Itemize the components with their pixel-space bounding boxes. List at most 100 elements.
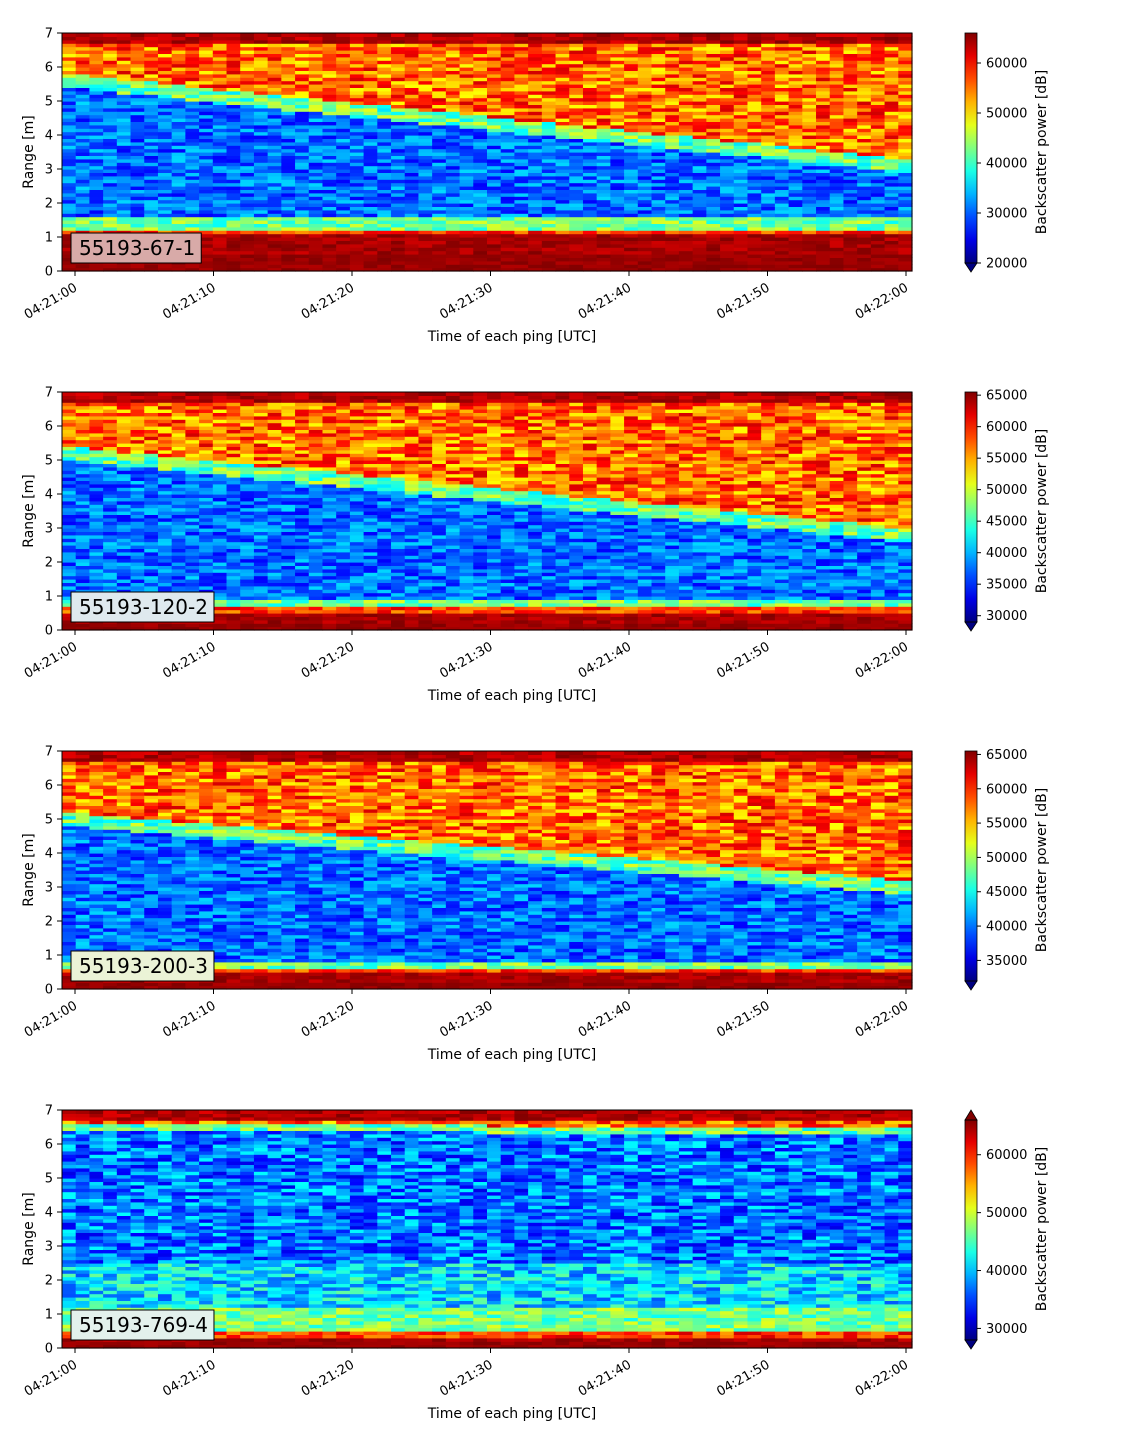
- heatmap-cell: [336, 233, 351, 238]
- heatmap-cell: [487, 46, 502, 51]
- heatmap-cell: [802, 36, 817, 41]
- heatmap-cell: [349, 33, 365, 37]
- heatmap-cell: [898, 158, 913, 163]
- heatmap-cell: [144, 466, 159, 471]
- heatmap-cell: [665, 43, 680, 48]
- heatmap-cell: [432, 39, 447, 44]
- heatmap-cell: [418, 182, 433, 187]
- heatmap-cell: [870, 226, 886, 231]
- heatmap-cell: [487, 141, 502, 146]
- heatmap-cell: [75, 463, 91, 468]
- heatmap-cell: [75, 483, 91, 488]
- heatmap-cell: [171, 39, 186, 44]
- heatmap-cell: [349, 247, 365, 252]
- heatmap-cell: [391, 80, 406, 85]
- heatmap-cell: [624, 107, 639, 112]
- heatmap-cell: [171, 94, 186, 99]
- heatmap-cell: [802, 169, 817, 173]
- heatmap-cell: [665, 165, 680, 170]
- heatmap-cell: [267, 53, 282, 58]
- heatmap-cell: [89, 50, 104, 54]
- heatmap-cell: [116, 107, 132, 112]
- heatmap-cell: [349, 155, 365, 160]
- heatmap-cell: [130, 53, 145, 58]
- heatmap-cell: [363, 121, 378, 126]
- heatmap-cell: [295, 209, 310, 214]
- heatmap-cell: [651, 237, 666, 241]
- heatmap-cell: [75, 206, 91, 211]
- heatmap-cell: [788, 80, 803, 85]
- heatmap-cell: [185, 196, 200, 201]
- heatmap-cell: [130, 500, 145, 505]
- heatmap-cell: [884, 90, 899, 95]
- heatmap-cell: [843, 223, 858, 228]
- heatmap-cell: [514, 43, 529, 48]
- heatmap-cell: [62, 521, 77, 526]
- heatmap-cell: [898, 240, 913, 245]
- heatmap-cell: [706, 77, 721, 82]
- heatmap-cell: [89, 131, 104, 136]
- heatmap-cell: [212, 165, 228, 170]
- heatmap-cell: [75, 94, 91, 99]
- heatmap-cell: [171, 528, 186, 532]
- heatmap-cell: [733, 209, 749, 214]
- heatmap-cell: [651, 254, 666, 258]
- heatmap-cell: [144, 43, 159, 48]
- heatmap-cell: [473, 250, 488, 255]
- heatmap-cell: [349, 118, 365, 122]
- heatmap-cell: [459, 73, 474, 78]
- heatmap-cell: [253, 80, 269, 85]
- heatmap-cell: [171, 43, 186, 48]
- heatmap-cell: [363, 158, 378, 163]
- heatmap-cell: [733, 172, 749, 177]
- heatmap-cell: [459, 165, 474, 170]
- heatmap-cell: [267, 39, 282, 44]
- heatmap-cell: [500, 247, 516, 252]
- heatmap-cell: [843, 135, 858, 139]
- heatmap-cell: [816, 63, 831, 68]
- heatmap-cell: [75, 33, 91, 37]
- heatmap-cell: [665, 80, 680, 85]
- heatmap-cell: [514, 148, 529, 153]
- heatmap-cell: [404, 46, 420, 51]
- heatmap-cell: [336, 135, 351, 139]
- heatmap-cell: [857, 243, 872, 248]
- heatmap-cell: [747, 43, 762, 48]
- heatmap-cell: [432, 243, 447, 248]
- heatmap-cell: [89, 555, 104, 560]
- heatmap-cell: [418, 226, 433, 231]
- heatmap-cell: [62, 141, 77, 146]
- heatmap-cell: [829, 165, 845, 170]
- heatmap-cell: [157, 216, 173, 221]
- heatmap-cell: [62, 84, 77, 88]
- heatmap-cell: [62, 446, 77, 451]
- heatmap-cell: [404, 226, 420, 231]
- heatmap-cell: [884, 39, 899, 44]
- heatmap-cell: [253, 107, 269, 112]
- heatmap-cell: [528, 172, 543, 177]
- heatmap-cell: [802, 223, 817, 228]
- heatmap-cell: [116, 73, 132, 78]
- heatmap-cell: [432, 131, 447, 136]
- heatmap-cell: [185, 36, 200, 41]
- heatmap-cell: [843, 97, 858, 102]
- heatmap-cell: [720, 43, 735, 48]
- heatmap-cell: [692, 206, 707, 211]
- heatmap-cell: [569, 87, 584, 92]
- heatmap-cell: [89, 192, 104, 197]
- heatmap-cell: [404, 152, 420, 156]
- heatmap-cell: [473, 141, 488, 146]
- heatmap-cell: [212, 138, 228, 143]
- heatmap-cell: [185, 199, 200, 204]
- heatmap-cell: [267, 107, 282, 112]
- heatmap-cell: [363, 189, 378, 194]
- heatmap-cell: [665, 226, 680, 231]
- heatmap-cell: [829, 233, 845, 238]
- heatmap-cell: [445, 104, 461, 109]
- heatmap-cell: [720, 209, 735, 214]
- heatmap-cell: [802, 233, 817, 238]
- heatmap-cell: [432, 97, 447, 102]
- heatmap-cell: [144, 63, 159, 68]
- heatmap-cell: [829, 254, 845, 258]
- heatmap-cell: [829, 213, 845, 218]
